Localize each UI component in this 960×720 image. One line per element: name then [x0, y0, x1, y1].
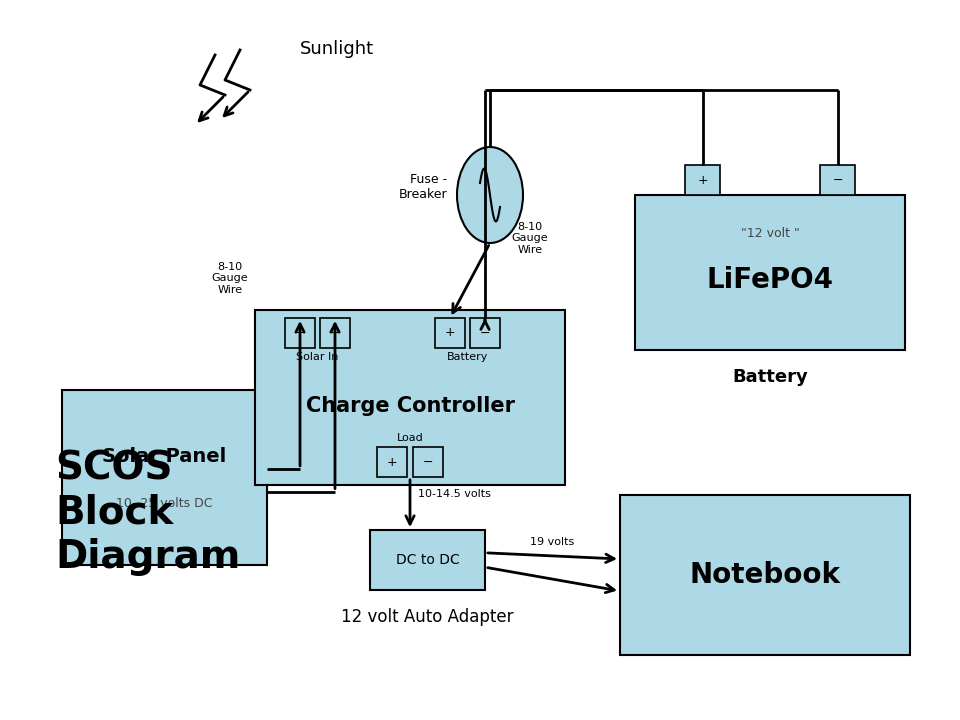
Text: Solar Panel: Solar Panel — [103, 447, 227, 466]
Bar — [413, 447, 443, 477]
Text: DC to DC: DC to DC — [396, 553, 460, 567]
Text: +: + — [295, 326, 305, 340]
Text: Battery: Battery — [732, 368, 808, 386]
Text: 19 volts: 19 volts — [530, 537, 575, 546]
Text: −: − — [422, 456, 433, 469]
Bar — [620, 495, 910, 655]
Bar — [820, 165, 855, 195]
Text: LiFePO4: LiFePO4 — [707, 266, 833, 294]
Text: +: + — [697, 174, 708, 186]
Bar — [685, 165, 720, 195]
Text: Fuse -
Breaker: Fuse - Breaker — [398, 173, 447, 201]
Text: SCOS
Block
Diagram: SCOS Block Diagram — [55, 450, 240, 576]
Text: "12 volt ": "12 volt " — [740, 228, 800, 240]
Bar — [470, 318, 500, 348]
Bar — [320, 318, 350, 348]
Text: Load: Load — [396, 433, 423, 443]
Text: 8-10
Gauge
Wire: 8-10 Gauge Wire — [512, 222, 548, 255]
Text: 10-14.5 volts: 10-14.5 volts — [418, 489, 491, 499]
Text: Charge Controller: Charge Controller — [305, 396, 515, 416]
Text: +: + — [444, 326, 455, 340]
Bar — [370, 530, 485, 590]
Bar — [62, 390, 267, 565]
Text: −: − — [832, 174, 843, 186]
Bar — [435, 318, 465, 348]
Text: 8-10
Gauge
Wire: 8-10 Gauge Wire — [212, 262, 249, 295]
Bar — [255, 310, 565, 485]
Text: −: − — [480, 326, 491, 340]
Bar — [377, 447, 407, 477]
Bar — [635, 195, 905, 350]
Text: Notebook: Notebook — [689, 561, 841, 589]
Text: +: + — [387, 456, 397, 469]
Text: Sunlight: Sunlight — [300, 40, 374, 58]
Text: 10- 25 volts DC: 10- 25 volts DC — [116, 498, 213, 510]
Text: 12 volt Auto Adapter: 12 volt Auto Adapter — [341, 608, 514, 626]
Ellipse shape — [457, 147, 523, 243]
Text: −: − — [329, 326, 340, 340]
Text: Solar In: Solar In — [297, 352, 339, 362]
Text: Battery: Battery — [446, 352, 489, 362]
Bar — [285, 318, 315, 348]
